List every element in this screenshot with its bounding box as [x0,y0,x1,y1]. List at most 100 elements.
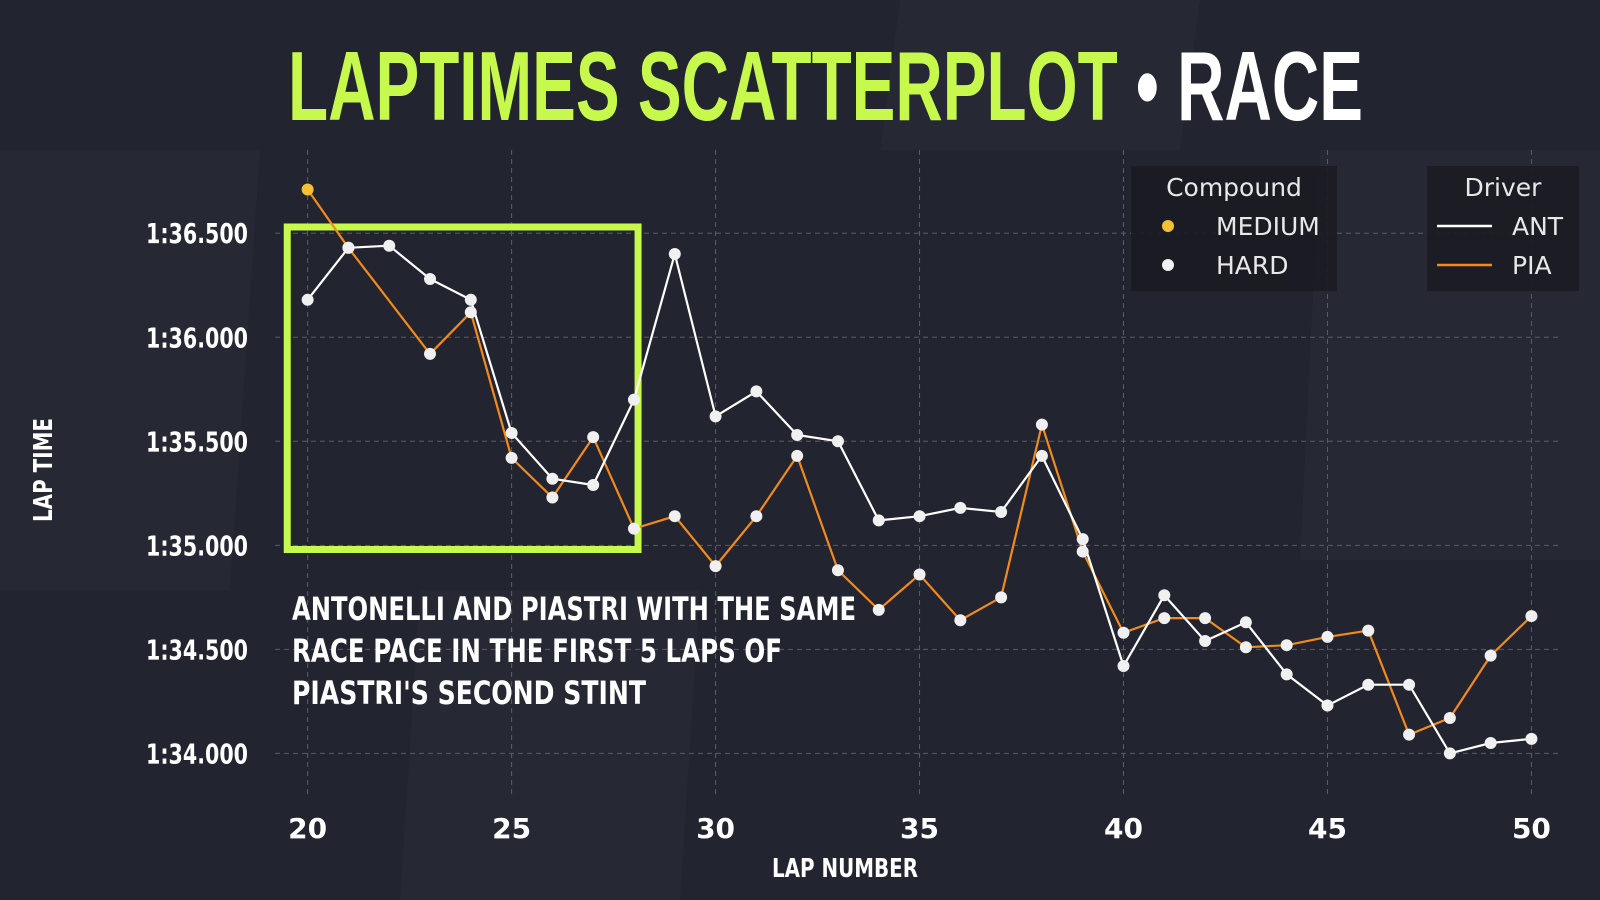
x-tick-label: 45 [1308,812,1347,845]
data-point-ant [1117,660,1130,672]
data-point-pia [587,431,600,444]
data-point-ant [954,501,967,514]
data-point-ant [505,426,518,439]
data-point-pia [709,560,722,573]
legend-compound: Compound MEDIUM HARD [1131,166,1337,291]
data-point-pia [954,614,967,627]
data-point-ant [831,435,844,448]
y-tick-label: 1:35.000 [146,529,248,562]
data-point-pia [1239,641,1252,654]
highlight-box-layer [283,223,642,553]
data-point-ant [995,506,1008,519]
data-point-pia [1199,612,1212,625]
grid-lines [275,150,1560,795]
data-point-pia [1403,728,1416,741]
legend-driver: Driver ANT PIA [1427,166,1579,291]
data-point-ant [1525,732,1538,745]
data-point-pia [1484,649,1497,662]
data-point-ant [424,273,437,285]
data-point-pia [464,306,477,319]
data-point-ant [1239,616,1252,629]
data-point-ant [1035,449,1048,462]
x-tick-label: 30 [696,812,735,845]
data-point-pia [1362,624,1375,637]
data-point-ant [627,393,640,406]
data-point-ant [1199,635,1212,648]
data-point-pia [1076,545,1089,558]
data-point-pia [1321,630,1334,643]
data-point-pia [301,183,314,196]
data-point-ant [546,472,559,485]
data-point-ant [1321,699,1334,712]
data-point-ant [342,241,355,254]
data-point-ant [668,248,681,261]
data-point-ant [750,385,763,398]
legend-driver-title: Driver [1465,173,1543,202]
data-point-pia [1158,612,1171,625]
x-tick-label: 35 [900,812,939,845]
chart-title: LAPTIMES SCATTERPLOT • RACE [288,31,1363,141]
annotation-line-2: RACE PACE IN THE FIRST 5 LAPS OF [292,632,782,670]
data-point-pia [791,449,804,462]
x-tick-label: 40 [1104,812,1143,845]
data-point-pia [546,491,559,504]
data-point-pia [831,564,844,577]
y-axis-label: LAP TIME [29,418,59,522]
legend-compound-title: Compound [1166,173,1302,202]
y-tick-label: 1:36.500 [146,217,248,250]
data-point-ant [587,478,600,491]
data-point-ant [383,239,396,252]
data-point-ant [1484,736,1497,749]
data-point-ant [1076,533,1089,546]
legend-driver-box [1427,166,1579,291]
x-tick-label: 25 [492,812,531,845]
data-point-pia [1443,712,1456,725]
data-point-ant [1280,668,1293,681]
data-point-ant [1158,589,1171,602]
data-point-pia [1525,610,1538,623]
title-secondary: RACE [1177,31,1363,141]
data-point-pia [505,451,518,464]
annotation-line-3: PIASTRI'S SECOND STINT [292,674,646,712]
legend-medium-label: MEDIUM [1216,212,1320,241]
data-point-ant [1362,678,1375,691]
data-point-ant [464,293,477,306]
data-point-ant [301,293,314,306]
data-point-pia [1035,418,1048,431]
legend-hard-marker [1162,259,1174,271]
data-point-pia [913,568,926,581]
legend-medium-marker [1162,220,1174,232]
legend-ant-label: ANT [1512,212,1564,241]
x-tick-label: 50 [1512,812,1551,845]
data-point-ant [872,514,885,527]
data-point-pia [668,510,681,523]
title-separator: • [1136,31,1159,141]
x-axis-label: LAP NUMBER [772,854,918,884]
legend-pia-label: PIA [1512,251,1552,280]
data-point-pia [995,591,1008,604]
y-tick-label: 1:36.000 [146,321,248,354]
data-point-pia [872,603,885,616]
series-line-pia [306,188,1533,737]
data-point-ant [913,510,926,523]
x-tick-label: 20 [288,812,327,845]
data-point-pia [1117,626,1130,639]
title-primary: LAPTIMES SCATTERPLOT [288,31,1118,141]
data-point-pia [627,522,640,535]
y-tick-label: 1:34.500 [146,633,248,666]
data-point-ant [1403,678,1416,691]
series-points [301,183,1538,760]
y-tick-label: 1:34.000 [146,737,248,770]
y-tick-label: 1:35.500 [146,425,248,458]
data-point-pia [424,347,437,360]
annotation: ANTONELLI AND PIASTRI WITH THE SAME RACE… [292,590,856,712]
data-point-ant [1443,747,1456,760]
data-point-pia [750,510,763,523]
data-point-ant [709,410,722,423]
tick-labels: 20 25 30 35 40 45 50 1:34.000 1:34.500 1:35.000 1:… [146,217,1551,845]
data-point-pia [1280,639,1293,652]
highlight-box [283,223,642,553]
annotation-line-1: ANTONELLI AND PIASTRI WITH THE SAME [292,590,856,628]
